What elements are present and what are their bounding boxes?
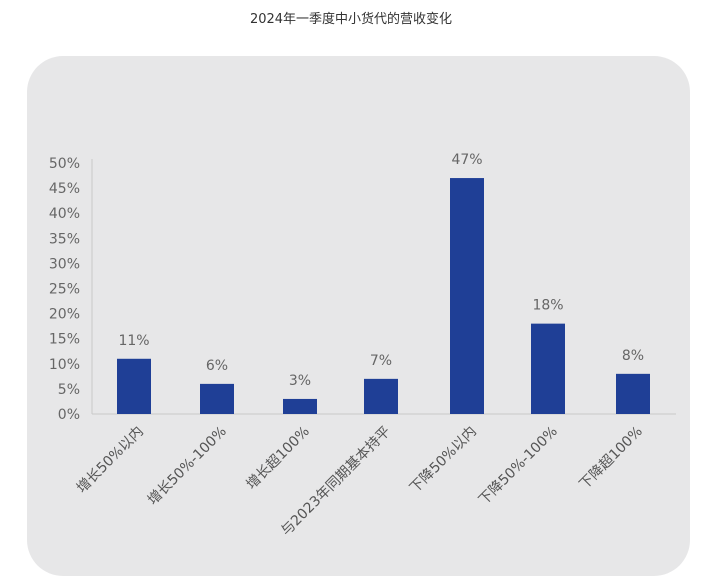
bars-layer [117,178,650,414]
y-tick-label: 5% [58,382,80,398]
category-label: 下降超100% [577,424,646,493]
chart-title: 2024年一季度中小货代的营收变化 [249,12,453,27]
data-label: 7% [370,353,392,369]
y-tick-label: 0% [58,407,80,423]
data-label: 8% [622,348,644,364]
y-tick-label: 10% [49,357,80,373]
y-tick-label: 40% [49,206,80,222]
category-label: 增长50%以内 [74,424,147,497]
bar [531,323,565,414]
bar [364,378,398,414]
category-label: 增长超100% [244,424,313,493]
bar [117,358,151,414]
category-label: 下降50%以内 [407,424,480,497]
category-label: 下降50%-100% [476,424,561,509]
y-tick-label: 25% [49,282,80,298]
y-tick-label: 15% [49,332,80,348]
bar [200,383,234,414]
y-tick-label: 20% [49,307,80,323]
y-tick-label: 35% [49,231,80,247]
axis-layer: 0% 5% 10% 15% 20% 25% 30% 35% 40% 45% 50% [49,156,676,423]
data-label: 11% [118,333,149,349]
category-label: 增长50%-100% [145,424,230,509]
y-tick-label: 30% [49,256,80,272]
chart-panel [27,56,690,576]
data-label: 6% [206,358,228,374]
data-label: 47% [451,152,482,168]
y-tick-label: 45% [49,181,80,197]
y-tick-label: 50% [49,156,80,172]
bar [450,178,484,414]
data-label: 18% [532,298,563,314]
data-label: 3% [289,373,311,389]
bar [283,398,317,414]
bar [616,373,650,414]
